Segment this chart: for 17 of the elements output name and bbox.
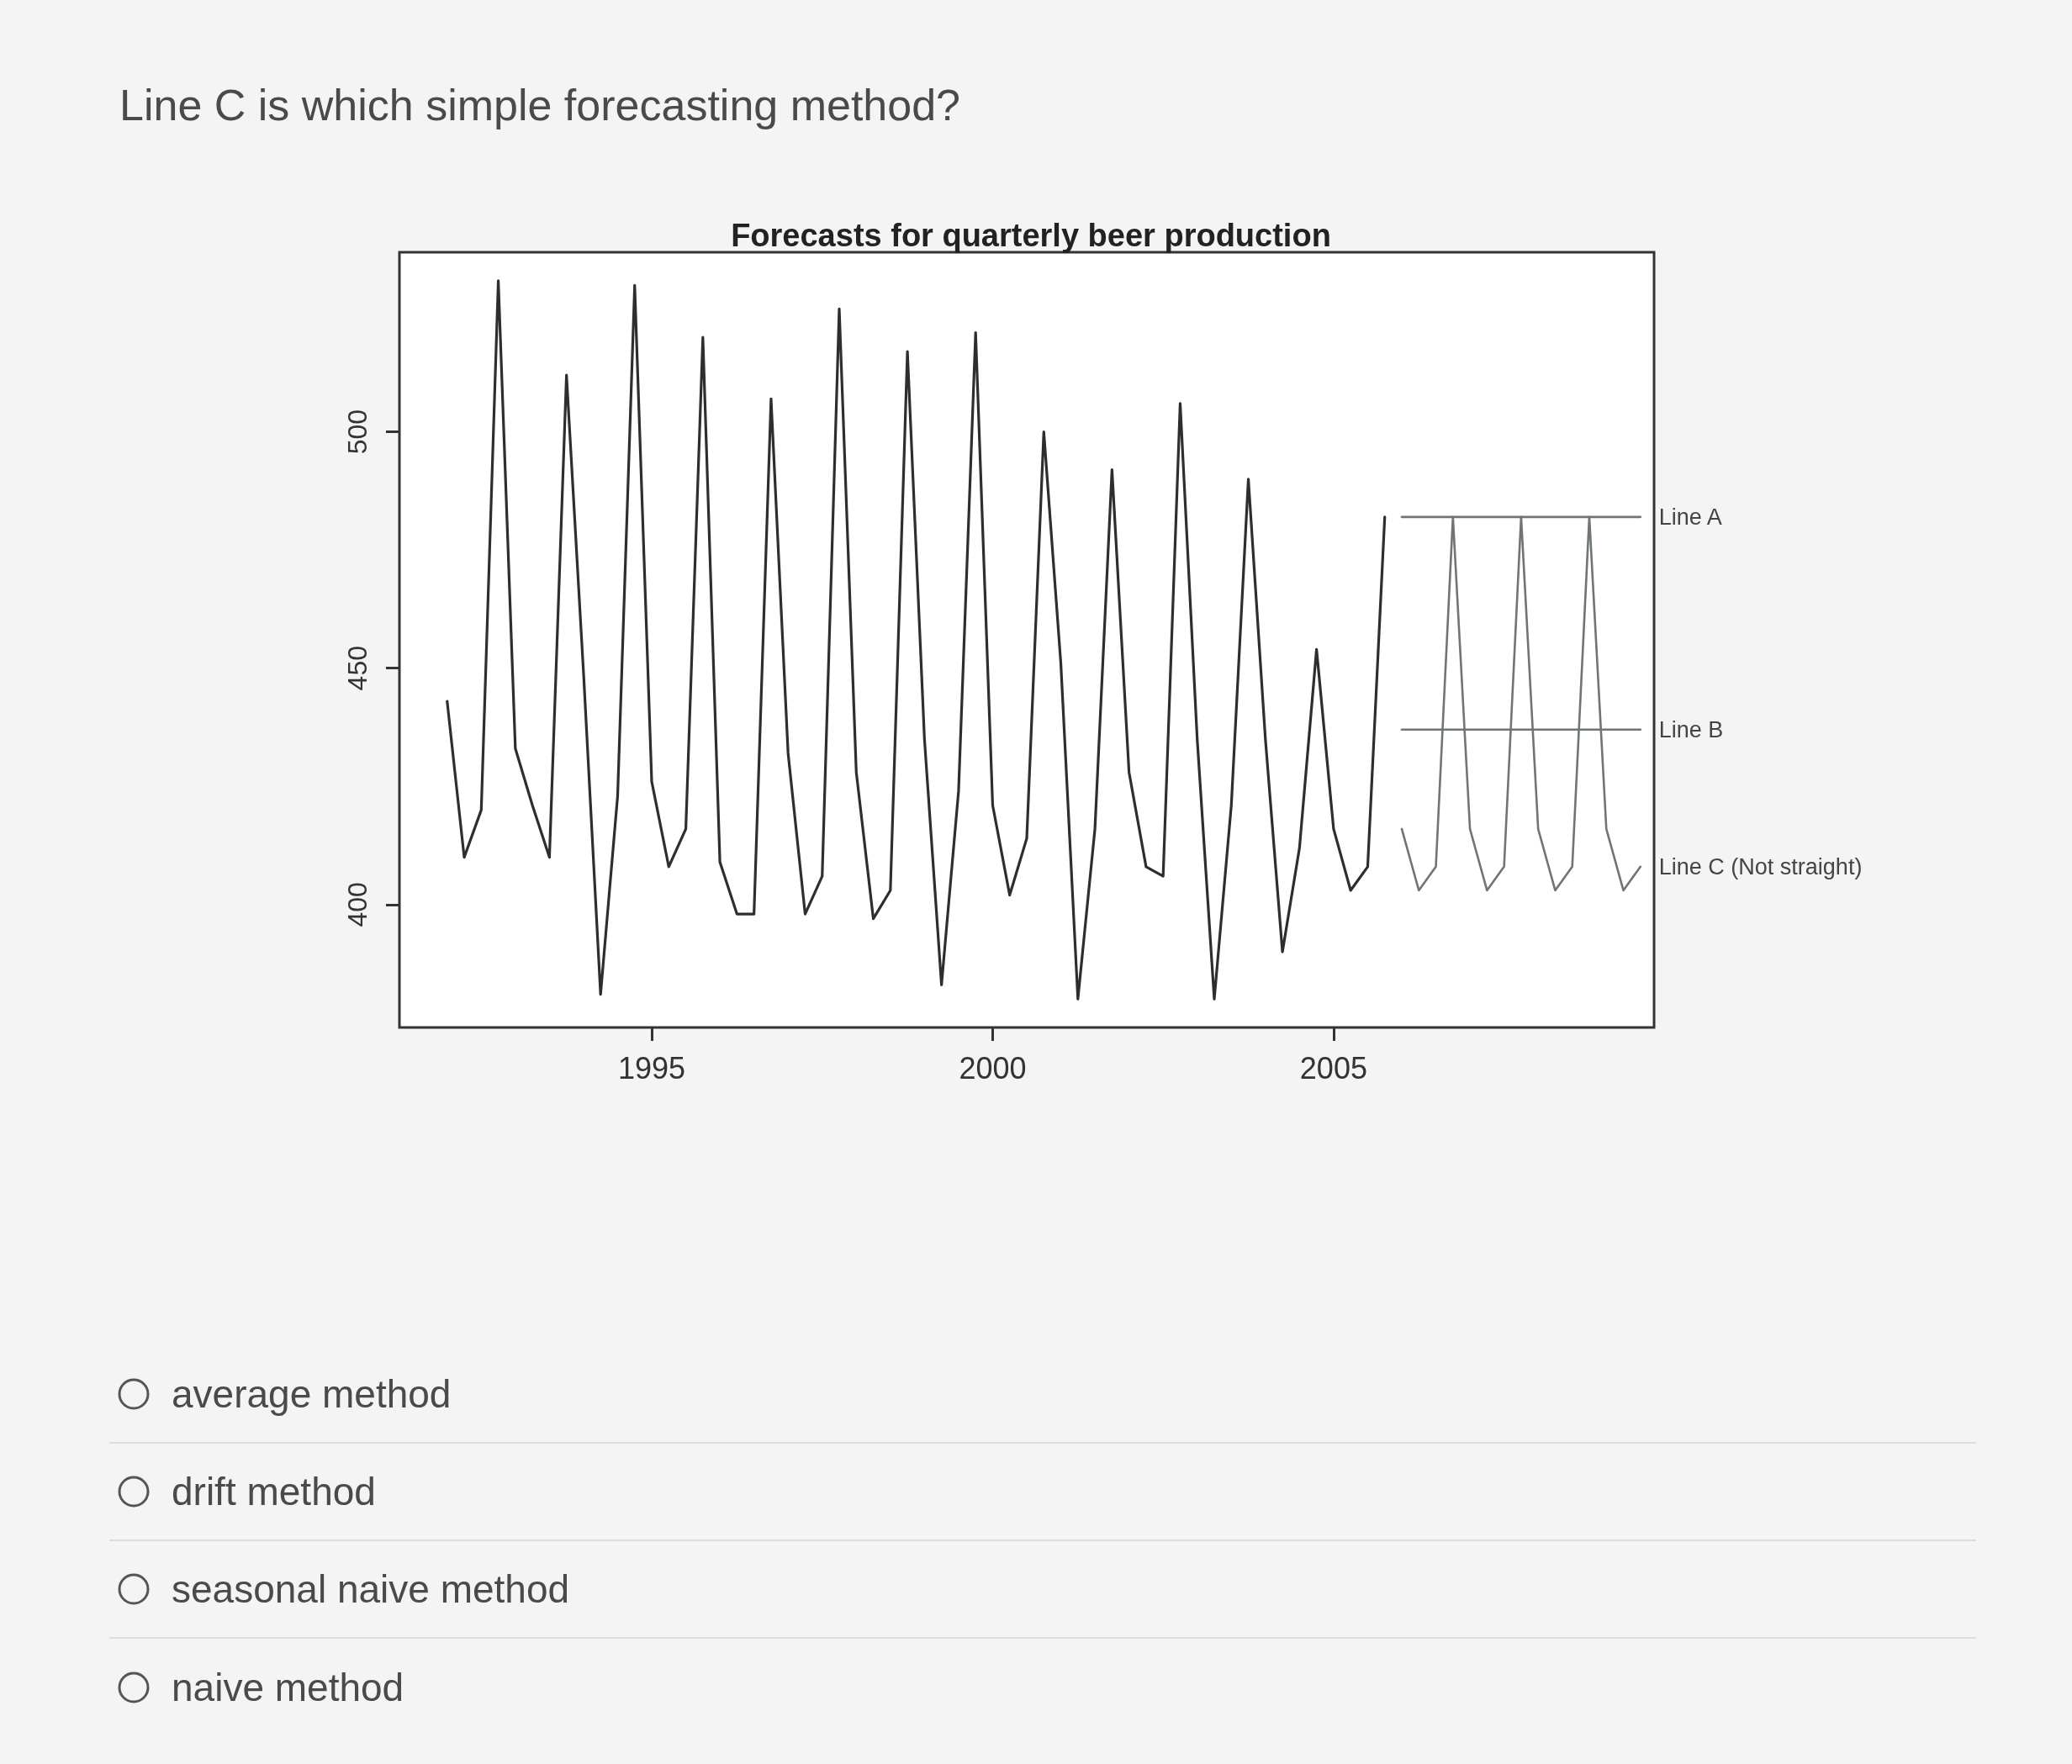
text: Line C is which simple forecasting method? [119,80,961,131]
y-tick-label: 500 [342,409,373,455]
line-series [446,279,1387,1001]
text: naive method [172,1665,404,1710]
x-tick-label: 1995 [617,1050,686,1085]
y-tick-label: 450 [342,646,373,691]
series-label: Line C (Not straight) [1658,853,1863,879]
text: seasonal naive method [172,1566,570,1612]
chart-title: Forecasts for quarterly beer production [731,218,1331,253]
x-tick-label: 2005 [1299,1050,1367,1085]
series-label: Line A [1658,504,1722,530]
y-tick-label: 400 [342,882,373,927]
line-series [1400,515,1642,892]
text: drift method [172,1469,376,1514]
x-tick-label: 2000 [959,1050,1027,1085]
text: average method [172,1371,452,1417]
series-label: Line B [1658,716,1724,742]
